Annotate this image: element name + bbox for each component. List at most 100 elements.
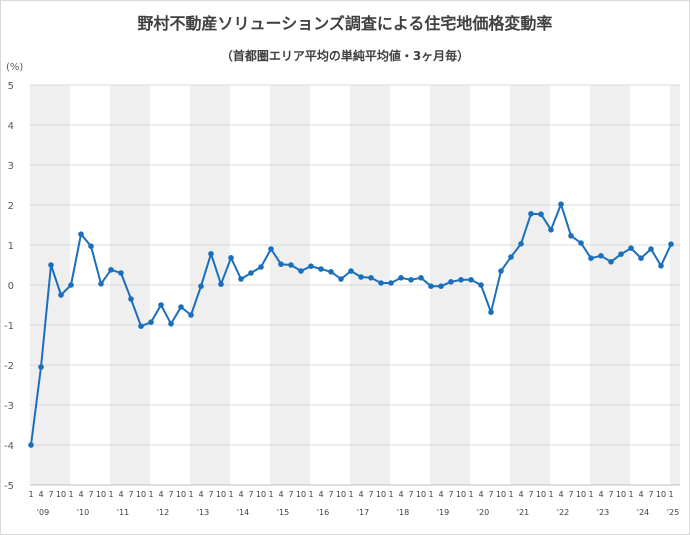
y-tick-label: -3 xyxy=(4,401,14,412)
x-quarter-label: 4 xyxy=(558,490,563,499)
data-point xyxy=(168,321,174,327)
x-quarter-label: 10 xyxy=(176,490,186,499)
x-quarter-label: 4 xyxy=(158,490,163,499)
x-quarter-label: 10 xyxy=(136,490,146,499)
x-year-label: '20 xyxy=(477,508,489,517)
data-point xyxy=(288,262,294,268)
chart-title: 野村不動産ソリューションズ調査による住宅地価格変動率 xyxy=(137,14,553,33)
data-point xyxy=(528,211,534,217)
x-year-label: '16 xyxy=(317,508,329,517)
data-point xyxy=(238,276,244,282)
y-tick-label: 3 xyxy=(8,161,14,172)
x-quarter-label: 7 xyxy=(648,490,653,499)
x-year-label: '12 xyxy=(157,508,169,517)
data-point xyxy=(428,283,434,290)
x-quarter-label: 4 xyxy=(318,490,323,499)
data-point xyxy=(88,243,94,249)
data-point xyxy=(578,240,584,246)
data-point xyxy=(308,263,314,270)
x-quarter-label: 1 xyxy=(508,490,513,499)
x-year-label: '22 xyxy=(557,508,569,517)
data-point xyxy=(38,364,44,370)
data-point xyxy=(418,275,424,281)
x-quarter-label: 10 xyxy=(376,490,386,499)
y-tick-label: 1 xyxy=(8,241,14,252)
x-year-label: '17 xyxy=(357,508,369,517)
data-point xyxy=(128,296,134,302)
x-quarter-label: 1 xyxy=(108,490,113,499)
x-quarter-label: 7 xyxy=(608,490,613,499)
x-quarter-label: 7 xyxy=(568,490,573,499)
data-point xyxy=(608,259,614,265)
data-point xyxy=(488,309,494,316)
data-point xyxy=(518,241,524,247)
x-quarter-label: 4 xyxy=(278,490,283,499)
data-point xyxy=(498,268,504,274)
x-quarter-label: 4 xyxy=(438,490,443,499)
data-point xyxy=(448,279,454,285)
y-tick-label: -5 xyxy=(4,481,14,492)
data-point xyxy=(258,264,264,270)
x-quarter-label: 7 xyxy=(208,490,213,499)
x-quarter-label: 1 xyxy=(268,490,273,499)
data-point xyxy=(278,261,284,268)
x-year-label: '25 xyxy=(667,508,679,517)
x-quarter-label: 7 xyxy=(488,490,493,499)
x-year-label: '21 xyxy=(517,508,529,517)
data-point xyxy=(358,274,364,280)
x-quarter-label: 4 xyxy=(598,490,603,499)
data-point xyxy=(548,227,554,233)
x-quarter-label: 4 xyxy=(638,490,643,499)
data-point xyxy=(478,282,484,288)
data-point xyxy=(348,268,354,274)
x-quarter-label: 1 xyxy=(428,490,433,499)
x-year-label: '24 xyxy=(637,508,649,517)
data-point xyxy=(28,442,34,448)
x-quarter-label: 10 xyxy=(256,490,266,499)
data-point xyxy=(458,277,464,283)
x-quarter-label: 4 xyxy=(358,490,363,499)
data-point xyxy=(198,283,204,290)
data-point xyxy=(68,282,74,288)
x-quarter-label: 7 xyxy=(248,490,253,499)
x-year-label: '13 xyxy=(197,508,209,517)
data-point xyxy=(378,280,384,286)
y-tick-label: 5 xyxy=(8,81,14,92)
x-quarter-label: 1 xyxy=(308,490,313,499)
x-quarter-label: 10 xyxy=(416,490,426,499)
x-quarter-label: 10 xyxy=(576,490,586,499)
x-quarter-label: 7 xyxy=(448,490,453,499)
x-year-label: '19 xyxy=(437,508,449,517)
x-quarter-label: 10 xyxy=(56,490,66,499)
data-point xyxy=(638,255,644,261)
data-point xyxy=(148,319,154,326)
series-points xyxy=(28,201,674,448)
data-point xyxy=(118,270,124,276)
x-quarter-label: 1 xyxy=(588,490,593,499)
data-point xyxy=(538,211,544,217)
x-quarter-label: 1 xyxy=(148,490,153,499)
y-axis-unit: (%) xyxy=(6,62,24,73)
x-quarter-label: 1 xyxy=(188,490,193,499)
x-quarter-label: 10 xyxy=(536,490,546,499)
x-axis-labels: 1 4 7 10 1 4 7 10 1 4 7 10 1 4 7 10 1 4 7 10 1 4 7 10 1 4 7 10 1 4 7 10… xyxy=(28,490,679,517)
x-quarter-label: 7 xyxy=(128,490,133,499)
data-point xyxy=(558,201,564,207)
data-point xyxy=(218,281,224,288)
x-quarter-label: 1 xyxy=(628,490,633,499)
data-point xyxy=(318,266,324,272)
data-point xyxy=(408,277,414,283)
x-quarter-label: 4 xyxy=(398,490,403,499)
data-point xyxy=(568,233,574,239)
x-year-label: '14 xyxy=(237,508,249,517)
data-point xyxy=(508,254,514,260)
y-tick-label: -4 xyxy=(4,441,14,452)
chart-subtitle: （首都圏エリア平均の単純平均値・3ヶ月毎） xyxy=(220,49,470,63)
data-point xyxy=(298,268,304,274)
x-quarter-label: 1 xyxy=(468,490,473,499)
x-quarter-label: 1 xyxy=(548,490,553,499)
data-point xyxy=(248,270,254,276)
x-year-label: '23 xyxy=(597,508,609,517)
x-quarter-label: 4 xyxy=(38,490,43,499)
data-point xyxy=(228,254,234,261)
